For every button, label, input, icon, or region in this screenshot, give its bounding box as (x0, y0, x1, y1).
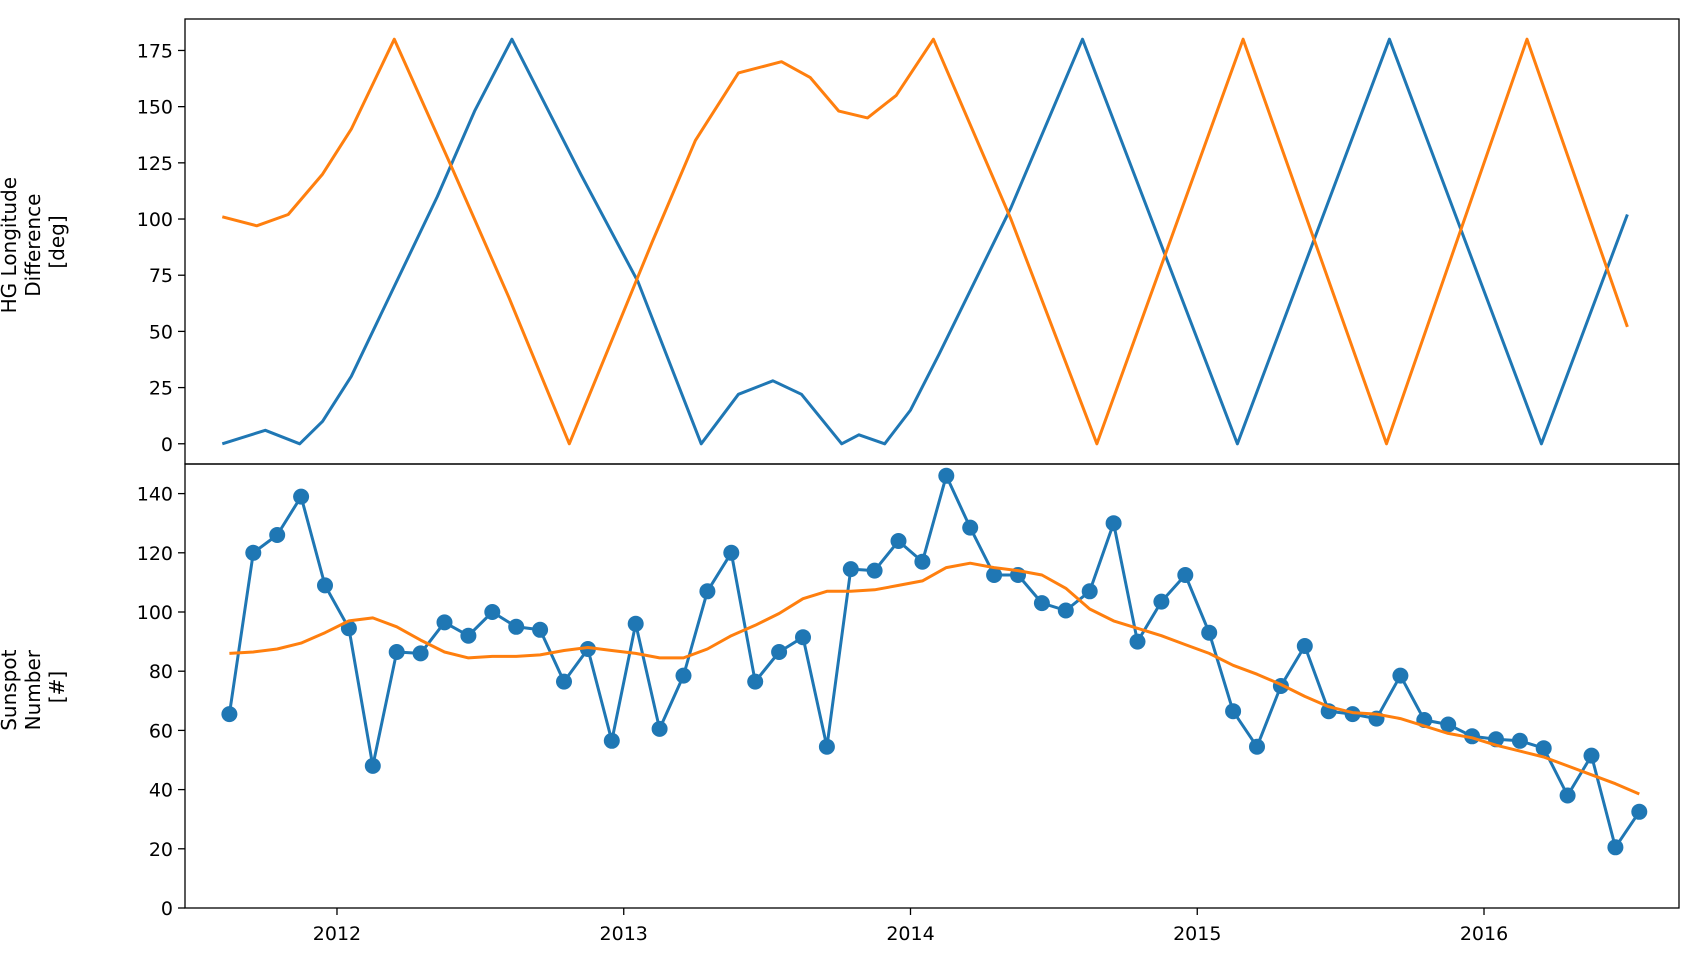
longitude-series-2-line (221, 37, 1629, 446)
sunspot-data-point (412, 645, 429, 662)
sunspot-data-point (818, 738, 835, 755)
sunspot-data-point (388, 644, 405, 660)
sunspot-data-point (1153, 593, 1170, 610)
sunspot-data-point (1225, 703, 1242, 720)
sunspot-data-point (1392, 667, 1409, 684)
sunspot-y-tick-label: 60 (149, 720, 173, 742)
sunspot-data-point (1057, 602, 1074, 619)
sunspot-y-tick-label: 40 (149, 780, 173, 802)
longitude-y-ticks: 0 25 50 75 100 125 150 175 (137, 40, 185, 456)
longitude-y-tick-label: 150 (137, 97, 173, 119)
longitude-y-tick-label: 75 (149, 265, 173, 287)
sunspot-data-point (1511, 732, 1528, 749)
sunspot-data-point (795, 629, 811, 646)
longitude-panel: 0 25 50 75 100 125 150 175 HG Longitude Differe… (0, 18, 1680, 465)
longitude-y-tick-label: 50 (149, 321, 173, 343)
sunspot-data-point (1129, 633, 1146, 650)
sunspot-data-point (866, 562, 883, 579)
sunspot-data-point (460, 627, 477, 644)
sunspot-data-point (1535, 740, 1552, 757)
sunspot-data-point (603, 732, 620, 749)
sunspot-y-tick-label: 140 (137, 484, 173, 506)
sunspot-data-point (293, 488, 310, 505)
sunspot-y-tick-label: 80 (149, 661, 173, 683)
longitude-y-label-line-2: Difference (21, 194, 45, 297)
sunspot-panel-frame (184, 463, 1680, 909)
sunspot-x-ticks: 2012 2013 2014 2015 2016 (313, 908, 1508, 945)
sunspot-data-point (1201, 624, 1218, 641)
longitude-series-1-line (221, 37, 1629, 446)
sunspot-data-point (675, 667, 692, 684)
sunspot-data-point (532, 621, 549, 638)
sunspot-data-point (914, 553, 931, 570)
sunspot-data-point (1081, 583, 1098, 600)
sunspot-data-point (651, 720, 668, 737)
sunspot-data-point (890, 533, 907, 549)
longitude-y-tick-label: 175 (137, 40, 173, 62)
sunspot-data-point (1033, 595, 1050, 612)
longitude-y-tick-label: 100 (137, 209, 173, 231)
sunspot-data-point (842, 561, 859, 578)
sunspot-data-point (1177, 567, 1194, 583)
sunspot-data-point (364, 757, 381, 774)
sunspot-y-ticks: 0 20 40 60 80 100 120 140 (137, 484, 185, 920)
longitude-y-tick-label: 125 (137, 153, 173, 175)
sunspot-data-point (221, 706, 238, 723)
sunspot-series-group (221, 467, 1648, 856)
longitude-y-tick-label: 25 (149, 378, 173, 400)
x-tick-label: 2013 (600, 923, 648, 945)
sunspot-data-point (986, 567, 1003, 583)
sunspot-data-point (508, 618, 525, 635)
sunspot-data-point (1559, 787, 1576, 804)
sunspot-data-point (1631, 803, 1648, 820)
sunspot-data-point (1440, 716, 1457, 733)
sunspot-data-point (269, 527, 286, 543)
sunspot-data-point (1249, 738, 1265, 755)
longitude-y-tick-label: 0 (161, 434, 173, 456)
sunspot-y-tick-label: 20 (149, 839, 173, 861)
sunspot-data-point (556, 673, 572, 690)
sunspot-data-point (699, 583, 716, 600)
longitude-y-axis-label: HG Longitude Difference [deg] (0, 171, 69, 314)
sunspot-data-point (962, 519, 979, 536)
sunspot-y-tick-label: 100 (137, 602, 173, 624)
sunspot-y-label-line-2: Number (21, 649, 45, 730)
sunspot-data-point (1296, 638, 1313, 654)
sunspot-data-point (317, 577, 333, 594)
sunspot-series-2-line (229, 561, 1640, 796)
sunspot-data-point (436, 614, 453, 631)
sunspot-y-tick-label: 0 (161, 898, 173, 920)
x-tick-label: 2015 (1173, 923, 1221, 945)
sunspot-y-axis-label: Sunspot Number [#] (0, 643, 69, 731)
sunspot-y-tick-label: 120 (137, 543, 173, 565)
longitude-y-label-line-1: HG Longitude (0, 177, 21, 313)
x-tick-label: 2012 (313, 923, 361, 945)
x-tick-label: 2014 (886, 923, 934, 945)
sunspot-data-point (484, 604, 501, 620)
sunspot-y-label-line-3: [#] (45, 671, 69, 703)
longitude-series-group (221, 37, 1629, 446)
longitude-y-label-line-3: [deg] (45, 215, 69, 268)
sunspot-data-point (938, 467, 955, 484)
sunspot-data-point (747, 673, 764, 690)
sunspot-data-point (627, 615, 644, 632)
sunspot-data-point (771, 644, 788, 660)
sunspot-data-point (1105, 515, 1122, 532)
sunspot-data-point (723, 544, 740, 561)
sunspot-data-point (245, 544, 262, 561)
x-tick-label: 2016 (1460, 923, 1508, 945)
sunspot-data-point (1607, 839, 1624, 856)
sunspot-data-point (1583, 747, 1600, 764)
sunspot-y-label-line-1: Sunspot (0, 649, 21, 730)
